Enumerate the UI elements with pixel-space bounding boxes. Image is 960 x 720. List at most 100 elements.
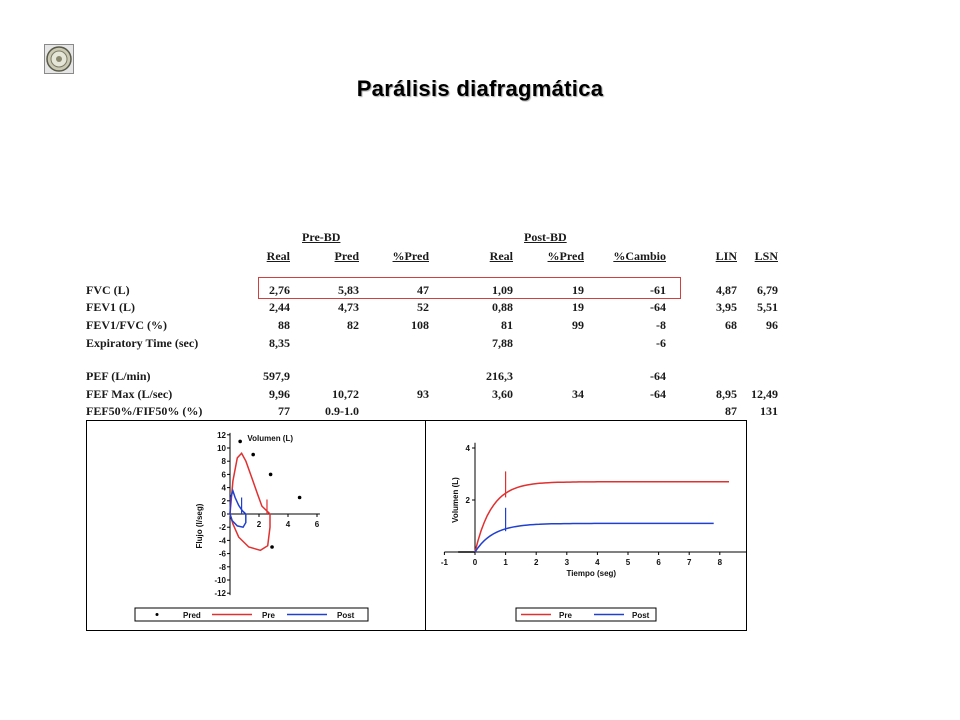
column-header: Real bbox=[489, 249, 513, 263]
column-header: Pred bbox=[334, 249, 359, 263]
flow-volume-chart: 12 10 8 6 4 2 0 -2 -4 -6 -8 -10 -12 2 4 6 Volumen (L) Flu… bbox=[134, 431, 369, 622]
legend-label: Pred bbox=[183, 611, 201, 620]
table-cell: 68 bbox=[725, 318, 737, 332]
table-cell: 93 bbox=[417, 387, 429, 401]
y-tick-label: 2 bbox=[222, 497, 227, 506]
table-cell: 88 bbox=[278, 318, 290, 332]
volume-time-chart: -1012345678942Tiempo (seg)Volumen (L)Pre… bbox=[425, 421, 747, 630]
y-tick-label: 10 bbox=[217, 444, 226, 453]
y-tick-label: 4 bbox=[466, 444, 471, 453]
pred-point bbox=[251, 452, 255, 457]
table-cell: 99 bbox=[572, 318, 584, 332]
y-tick-label: -8 bbox=[219, 563, 227, 572]
table-cell: 0,88 bbox=[492, 300, 513, 314]
table-cell: 3,95 bbox=[716, 300, 737, 314]
y-tick-label: -12 bbox=[214, 589, 226, 598]
legend-label: Pre bbox=[559, 611, 572, 620]
post-series bbox=[474, 522, 714, 553]
y-tick-label: -2 bbox=[219, 523, 227, 532]
table-cell: 597,9 bbox=[263, 369, 290, 383]
table-cell: 87 bbox=[725, 404, 737, 418]
pred-point bbox=[268, 472, 273, 477]
legend-box bbox=[515, 607, 657, 622]
table-cell: 216,3 bbox=[486, 369, 513, 383]
plots-panel: 12 10 8 6 4 2 0 -2 -4 -6 -8 -10 -12 2 4 6 Volumen (L) Flu… bbox=[86, 420, 747, 631]
spirometry-table: Pre-BD Post-BD Real Pred %Pred Real %Pred %Camb… bbox=[86, 230, 778, 418]
y-tick-label: -4 bbox=[219, 536, 227, 545]
x-tick-label: 0 bbox=[473, 558, 478, 567]
row-label: Expiratory Time (sec) bbox=[86, 336, 199, 350]
table-cell: 96 bbox=[766, 318, 778, 332]
y-tick-label: 8 bbox=[222, 457, 227, 466]
x-tick-label: 2 bbox=[534, 558, 539, 567]
y-tick-label: -10 bbox=[214, 576, 226, 585]
pred-point bbox=[297, 495, 302, 500]
post-loop-series bbox=[229, 488, 247, 529]
table-cell: 1,09 bbox=[492, 283, 513, 297]
table-cell: 108 bbox=[411, 318, 429, 332]
y-axis-label: Volumen (L) bbox=[451, 477, 460, 523]
group-header-post-bd: Post-BD bbox=[524, 230, 567, 244]
x-tick-label: 1 bbox=[503, 558, 508, 567]
x-tick-label: 8 bbox=[718, 558, 723, 567]
table-cell: 9,96 bbox=[269, 387, 290, 401]
row-label: FEV1 (L) bbox=[86, 300, 135, 314]
table-cell: 7,88 bbox=[492, 336, 513, 350]
legend-label: Pre bbox=[262, 611, 275, 620]
y-tick-label: -6 bbox=[219, 550, 227, 559]
table-cell: 19 bbox=[572, 300, 584, 314]
y-tick-label: 4 bbox=[222, 484, 227, 493]
table-cell: 82 bbox=[347, 318, 359, 332]
x-axis-label: Tiempo (seg) bbox=[566, 569, 616, 578]
table-cell: -8 bbox=[656, 318, 666, 332]
table-cell: 47 bbox=[417, 283, 429, 297]
table-cell: 8,35 bbox=[269, 336, 290, 350]
legend-label: Post bbox=[337, 611, 355, 620]
table-cell: 4,73 bbox=[338, 300, 359, 314]
pred-point bbox=[270, 545, 274, 549]
table-cell: 6,79 bbox=[757, 283, 778, 297]
pred-point bbox=[238, 439, 242, 444]
column-header: LIN bbox=[715, 249, 737, 263]
pre-series bbox=[474, 481, 729, 553]
y-tick-label: 6 bbox=[222, 470, 227, 479]
table-cell: 8,95 bbox=[716, 387, 737, 401]
table-cell: 3,60 bbox=[492, 387, 513, 401]
x-tick-label: 7 bbox=[687, 558, 692, 567]
table-cell: 5,83 bbox=[338, 283, 359, 297]
column-header: LSN bbox=[754, 249, 778, 263]
table-cell: -64 bbox=[650, 300, 666, 314]
table-cell: 77 bbox=[278, 404, 290, 418]
table-cell: -61 bbox=[650, 283, 666, 297]
x-tick-label: 6 bbox=[315, 520, 320, 529]
x-tick-label: 2 bbox=[257, 520, 262, 529]
y-tick-label: 2 bbox=[466, 496, 471, 505]
fvc-row-highlight bbox=[258, 277, 681, 299]
x-tick-label: 5 bbox=[626, 558, 631, 567]
table-cell: -64 bbox=[650, 369, 666, 383]
table-cell: 12,49 bbox=[751, 387, 778, 401]
column-header: %Pred bbox=[547, 249, 584, 263]
column-header: Real bbox=[266, 249, 290, 263]
table-cell: 0.9-1.0 bbox=[325, 404, 359, 418]
group-header-pre-bd: Pre-BD bbox=[302, 230, 341, 244]
x-axis-label: Volumen (L) bbox=[247, 434, 293, 443]
table-cell: 2,44 bbox=[269, 300, 290, 314]
row-label: FEF Max (L/sec) bbox=[86, 387, 173, 401]
x-tick-label: 4 bbox=[286, 520, 291, 529]
table-cell: 81 bbox=[501, 318, 513, 332]
legend-label: Post bbox=[632, 611, 650, 620]
table-cell: 52 bbox=[417, 300, 429, 314]
column-header: %Cambio bbox=[613, 249, 666, 263]
x-tick-label: -1 bbox=[441, 558, 449, 567]
pre-loop-series bbox=[229, 452, 271, 552]
y-axis-label: Flujo (l/seg) bbox=[195, 503, 204, 548]
table-cell: 2,76 bbox=[269, 283, 290, 297]
x-tick-label: 3 bbox=[565, 558, 570, 567]
table-cell: 4,87 bbox=[716, 283, 737, 297]
x-tick-label: 6 bbox=[656, 558, 661, 567]
table-cell: -6 bbox=[656, 336, 666, 350]
page-title: Parálisis diafragmática bbox=[356, 76, 604, 101]
column-header: %Pred bbox=[392, 249, 429, 263]
y-tick-label: 0 bbox=[222, 510, 227, 519]
